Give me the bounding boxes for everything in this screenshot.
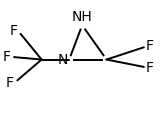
Text: F: F <box>145 61 154 75</box>
Text: F: F <box>145 39 154 53</box>
Text: NH: NH <box>72 10 92 24</box>
Text: N: N <box>57 53 68 67</box>
Text: F: F <box>6 76 14 90</box>
Text: F: F <box>3 50 11 64</box>
Text: F: F <box>9 24 17 38</box>
